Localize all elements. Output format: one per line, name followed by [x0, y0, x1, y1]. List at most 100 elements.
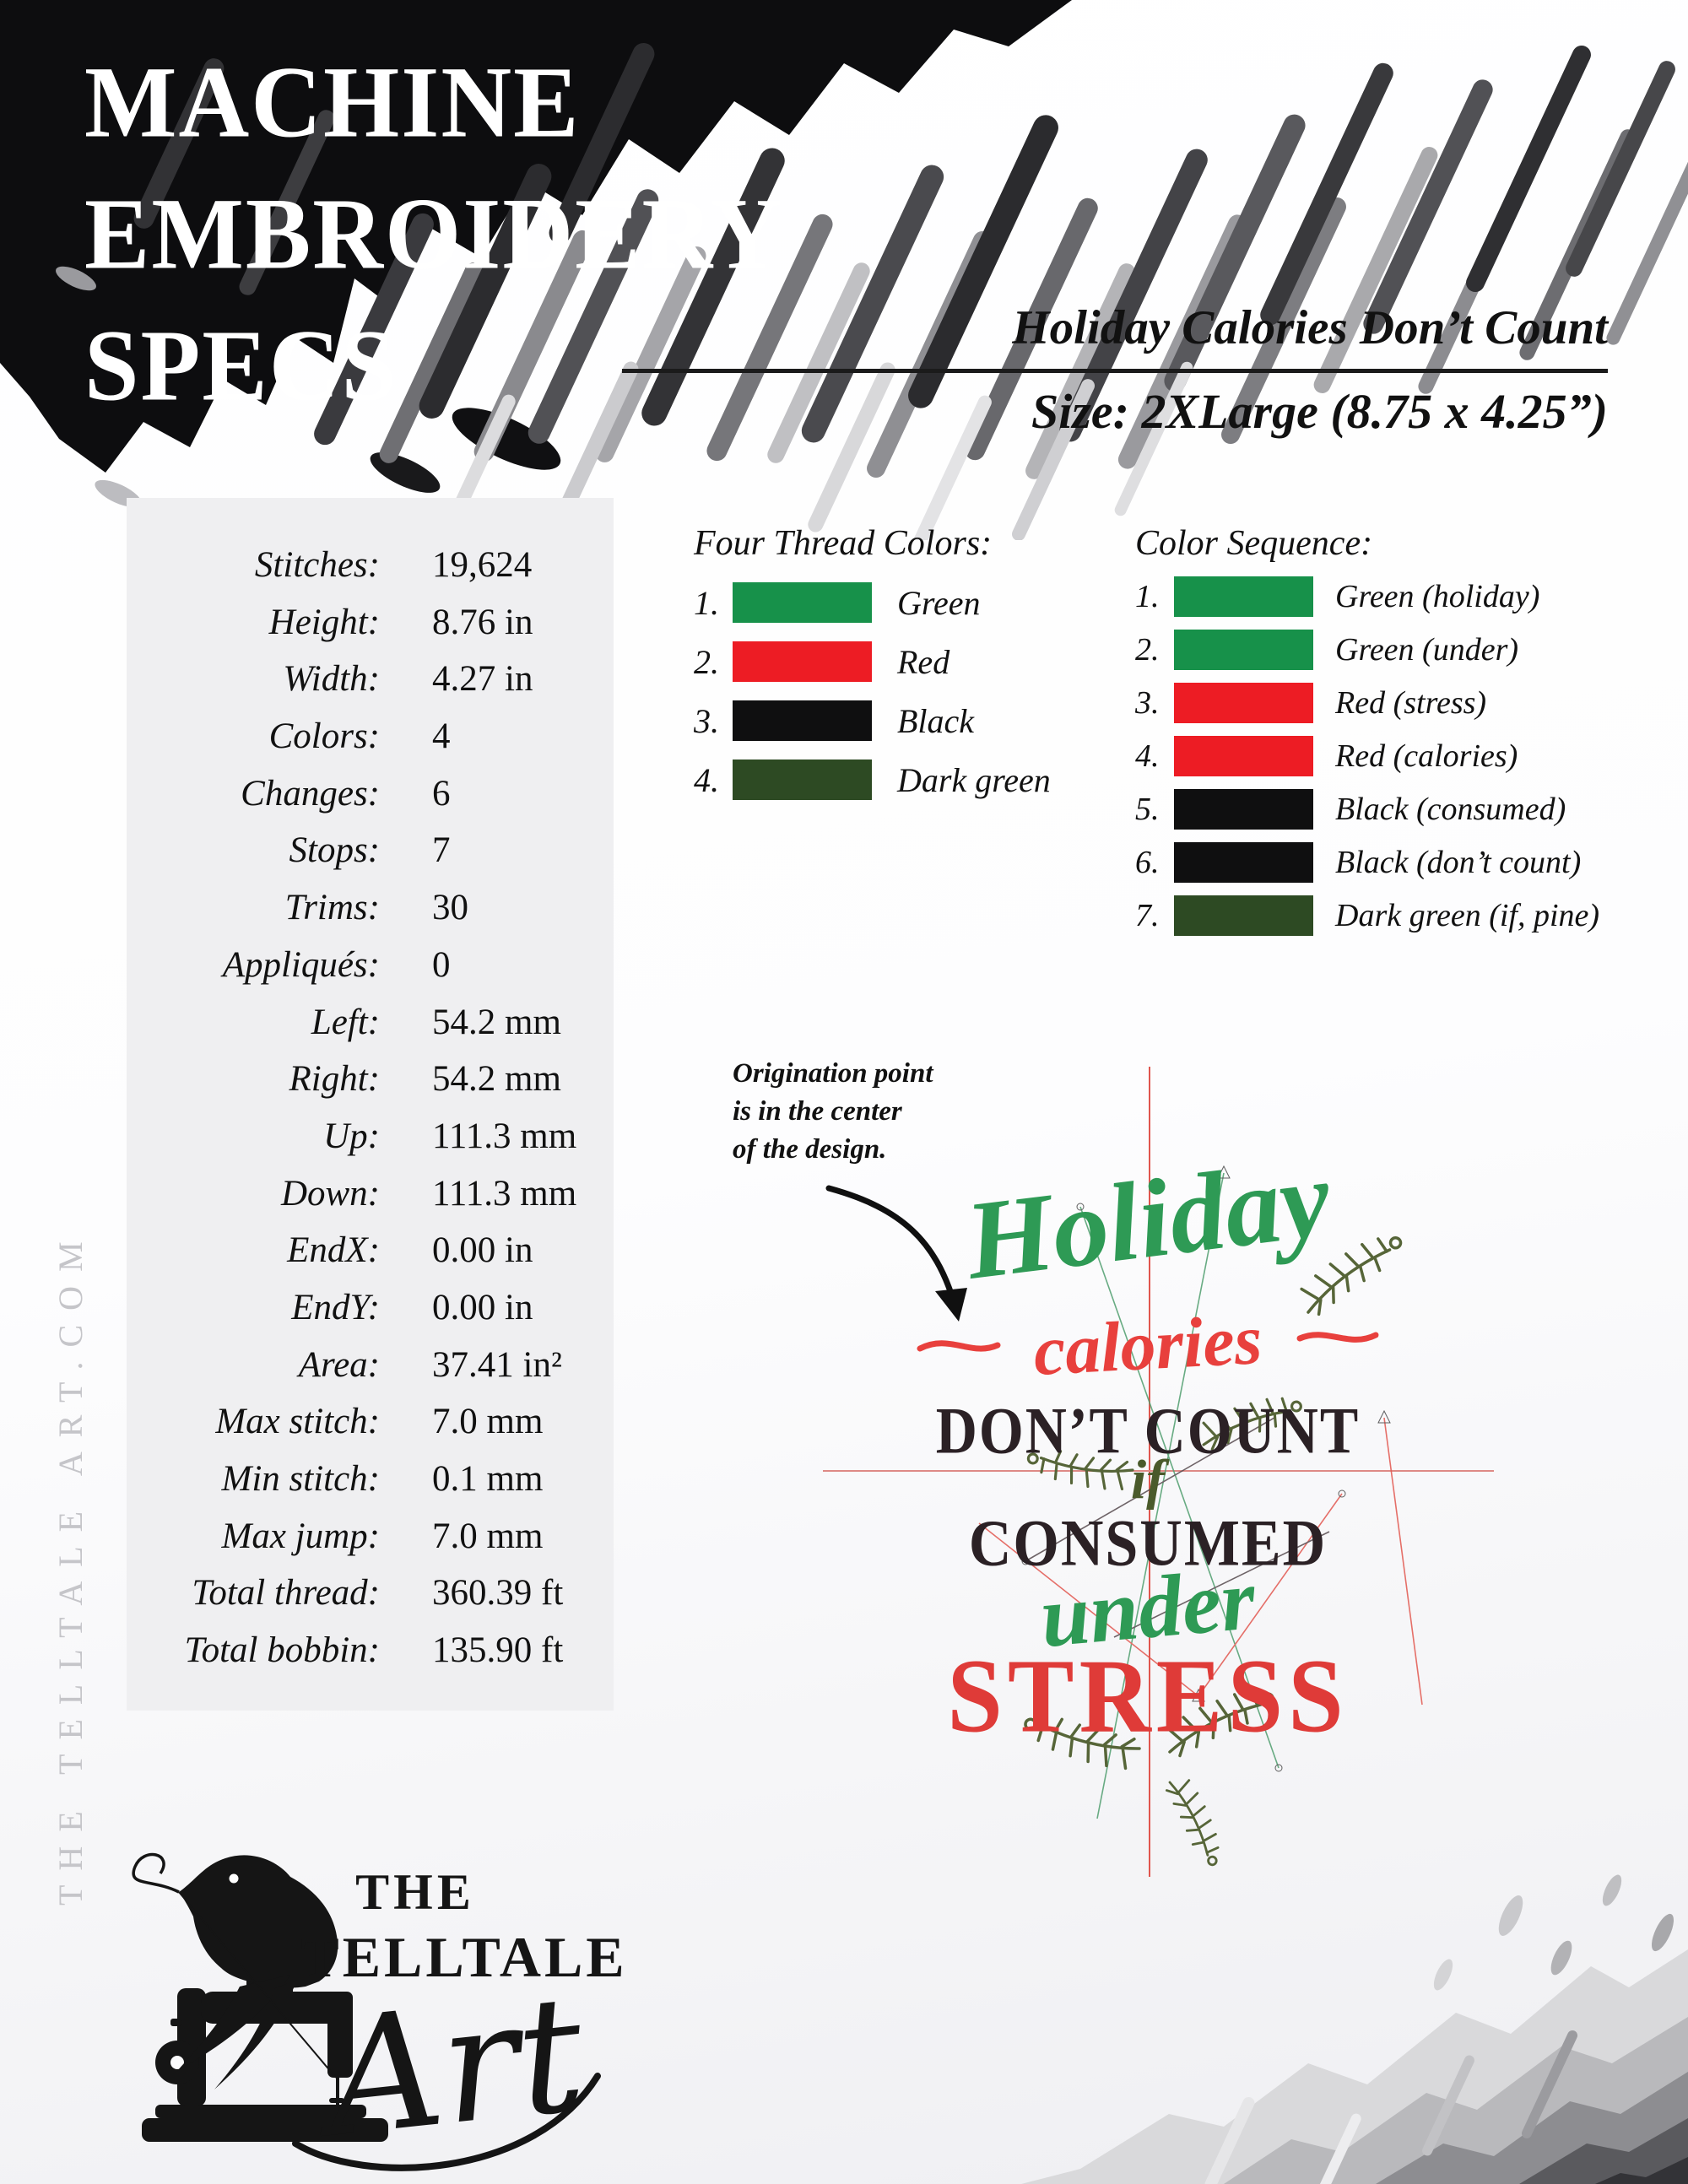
- color-label: Black (consumed): [1335, 792, 1566, 827]
- color-swatch: [1174, 789, 1313, 830]
- design-word-stress: STRESS: [947, 1637, 1349, 1754]
- color-swatch: [733, 760, 872, 800]
- stat-value: 0.00 in: [432, 1230, 533, 1271]
- stat-label: Up:: [323, 1116, 380, 1156]
- color-swatch: [1174, 630, 1313, 670]
- origination-line: Origination point: [733, 1058, 933, 1089]
- design-word-calories: calories: [1031, 1300, 1264, 1392]
- stat-label: Stitches:: [254, 545, 380, 585]
- stat-row-stitches: Stitches: 19,624: [127, 537, 614, 594]
- stat-row-area: Area: 37.41 in²: [127, 1337, 614, 1394]
- title-divider: [622, 369, 1608, 373]
- stat-row-left: Left: 54.2 mm: [127, 994, 614, 1051]
- stat-label: Right:: [289, 1059, 380, 1100]
- stat-value: 0.00 in: [432, 1287, 533, 1327]
- stat-row-changes: Changes: 6: [127, 765, 614, 823]
- stat-value: 7: [432, 830, 451, 871]
- thread-color-item: 1. Green: [694, 582, 1051, 623]
- stat-value: 360.39 ft: [432, 1573, 564, 1614]
- stat-row-endx: EndX: 0.00 in: [127, 1222, 614, 1279]
- stat-label: Total thread:: [192, 1573, 380, 1614]
- color-swatch: [733, 582, 872, 623]
- item-number: 1.: [1135, 579, 1160, 614]
- stat-value: 54.2 mm: [432, 1002, 561, 1042]
- design-decorations: [917, 1165, 1423, 1873]
- stat-row-total-bobbin: Total bobbin: 135.90 ft: [127, 1622, 614, 1679]
- header-brush-art: [0, 0, 1688, 540]
- stat-label: Min stitch:: [221, 1459, 381, 1499]
- stat-row-down: Down: 111.3 mm: [127, 1165, 614, 1223]
- stat-row-stops: Stops: 7: [127, 822, 614, 879]
- crow-silhouette: [179, 1855, 338, 1988]
- stat-label: Colors:: [268, 716, 380, 757]
- stat-value: 30: [432, 888, 468, 928]
- stat-value: 111.3 mm: [432, 1116, 577, 1156]
- color-label: Black (don’t count): [1335, 845, 1582, 880]
- stat-label: Stops:: [289, 830, 381, 871]
- stat-label: Down:: [280, 1173, 380, 1214]
- stat-value: 0: [432, 944, 451, 985]
- stat-label: Max jump:: [221, 1516, 380, 1556]
- stat-value: 4.27 in: [432, 659, 533, 700]
- stat-label: Width:: [283, 659, 380, 700]
- stat-value: 135.90 ft: [432, 1630, 564, 1671]
- stat-label: Area:: [298, 1344, 380, 1385]
- sequence-item: 7. Dark green (if, pine): [1135, 895, 1599, 936]
- sequence-item: 5. Black (consumed): [1135, 789, 1599, 830]
- item-number: 1.: [694, 583, 719, 622]
- stat-value: 0.1 mm: [432, 1459, 544, 1499]
- stat-value: 7.0 mm: [432, 1516, 544, 1556]
- stat-label: Trims:: [284, 888, 380, 928]
- sequence-item: 3. Red (stress): [1135, 683, 1599, 723]
- item-number: 5.: [1135, 792, 1160, 827]
- stat-row-appliques: Appliqués: 0: [127, 937, 614, 994]
- design-word-if: if: [1130, 1449, 1166, 1511]
- brand-line-1: MACHINE: [84, 46, 581, 159]
- stat-row-up: Up: 111.3 mm: [127, 1108, 614, 1165]
- stat-row-trims: Trims: 30: [127, 879, 614, 937]
- origination-line: is in the center: [733, 1096, 902, 1127]
- item-number: 4.: [1135, 738, 1160, 774]
- item-number: 4.: [694, 760, 719, 799]
- stat-label: EndX:: [287, 1230, 380, 1271]
- stat-row-max-stitch: Max stitch: 7.0 mm: [127, 1393, 614, 1451]
- stat-label: EndY:: [291, 1287, 380, 1327]
- color-sequence-section: Color Sequence: 1. Green (holiday) 2. Gr…: [1135, 523, 1599, 936]
- stat-value: 8.76 in: [432, 602, 533, 642]
- sewing-machine-bed: [155, 2105, 366, 2118]
- color-label: Red (calories): [1335, 738, 1518, 774]
- color-label: Dark green (if, pine): [1335, 898, 1600, 933]
- color-swatch: [733, 641, 872, 682]
- item-number: 2.: [694, 642, 719, 681]
- thread-color-item: 4. Dark green: [694, 760, 1051, 800]
- thread-color-item: 2. Red: [694, 641, 1051, 682]
- color-label: Black: [897, 701, 975, 740]
- logo-telltale: TELLTALE: [300, 1925, 627, 1989]
- stat-label: Total bobbin:: [184, 1630, 380, 1671]
- sequence-item: 1. Green (holiday): [1135, 576, 1599, 617]
- crosshair-horizontal: [823, 1470, 1494, 1472]
- logo-art-script: Art: [305, 1960, 592, 2174]
- item-number: 7.: [1135, 898, 1160, 933]
- color-label: Dark green: [897, 760, 1051, 799]
- stats-panel: Stitches: 19,624 Height: 8.76 in Width: 4.2…: [127, 498, 614, 1711]
- stat-value: 54.2 mm: [432, 1059, 561, 1100]
- sequence-item: 2. Green (under): [1135, 630, 1599, 670]
- stat-value: 37.41 in²: [432, 1344, 562, 1385]
- color-label: Green (under): [1335, 632, 1519, 668]
- stat-row-colors: Colors: 4: [127, 708, 614, 765]
- sequence-item: 6. Black (don’t count): [1135, 842, 1599, 883]
- color-swatch: [1174, 842, 1313, 883]
- origination-note: Origination point is in the center of th…: [733, 1055, 933, 1169]
- sequence-item: 4. Red (calories): [1135, 736, 1599, 776]
- color-swatch: [1174, 895, 1313, 936]
- color-label: Red: [897, 642, 950, 681]
- logo-the: THE: [355, 1864, 475, 1920]
- thread-colors-heading: Four Thread Colors:: [694, 524, 993, 563]
- color-label: Green (holiday): [1335, 579, 1540, 614]
- crow-eye: [229, 1873, 239, 1884]
- design-word-dont-count: DON’T COUNT: [935, 1393, 1361, 1468]
- stat-row-max-jump: Max jump: 7.0 mm: [127, 1508, 614, 1565]
- stat-row-endy: EndY: 0.00 in: [127, 1279, 614, 1337]
